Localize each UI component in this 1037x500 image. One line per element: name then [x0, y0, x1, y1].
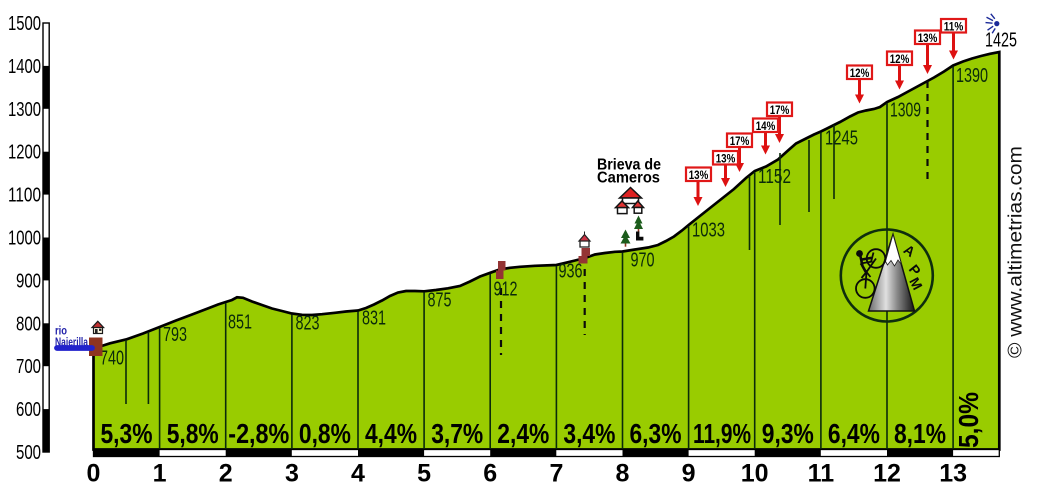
svg-text:5,0%: 5,0%	[953, 392, 984, 448]
svg-text:3: 3	[285, 460, 299, 488]
svg-text:5,8%: 5,8%	[167, 418, 219, 449]
svg-text:600: 600	[16, 399, 41, 421]
svg-text:1100: 1100	[8, 185, 41, 207]
svg-text:17%: 17%	[730, 134, 750, 148]
svg-text:13%: 13%	[716, 151, 736, 165]
svg-text:12%: 12%	[850, 66, 870, 80]
svg-text:912: 912	[494, 279, 518, 301]
svg-text:740: 740	[100, 348, 124, 370]
svg-text:793: 793	[163, 324, 187, 346]
svg-text:13: 13	[939, 460, 967, 488]
svg-text:6: 6	[483, 460, 497, 488]
svg-text:851: 851	[228, 312, 252, 334]
svg-text:1300: 1300	[8, 99, 41, 121]
svg-text:rio: rio	[55, 326, 67, 338]
svg-text:5: 5	[417, 460, 431, 488]
svg-text:8: 8	[616, 460, 630, 488]
svg-text:1033: 1033	[692, 220, 725, 242]
svg-text:-2,8%: -2,8%	[228, 418, 289, 449]
svg-text:17%: 17%	[770, 103, 790, 117]
svg-text:3,4%: 3,4%	[563, 418, 615, 449]
svg-text:823: 823	[296, 313, 320, 335]
svg-text:6,3%: 6,3%	[630, 418, 682, 449]
svg-text:1400: 1400	[8, 56, 41, 78]
svg-text:13%: 13%	[918, 31, 938, 45]
svg-text:1500: 1500	[8, 13, 41, 35]
svg-text:6,4%: 6,4%	[828, 418, 880, 449]
svg-text:936: 936	[559, 261, 583, 283]
svg-text:1200: 1200	[8, 142, 41, 164]
svg-text:1000: 1000	[8, 228, 41, 250]
svg-text:12%: 12%	[890, 52, 910, 66]
svg-text:0: 0	[87, 460, 101, 488]
svg-text:1390: 1390	[956, 65, 988, 87]
svg-text:900: 900	[16, 270, 41, 292]
svg-text:970: 970	[631, 250, 655, 272]
svg-text:12: 12	[873, 460, 901, 488]
svg-text:2: 2	[219, 460, 233, 488]
svg-text:1: 1	[153, 460, 167, 488]
svg-text:11%: 11%	[944, 19, 964, 33]
svg-text:4: 4	[351, 460, 365, 488]
svg-text:4,4%: 4,4%	[365, 418, 417, 449]
svg-text:10: 10	[741, 460, 769, 488]
svg-text:831: 831	[362, 308, 386, 330]
svg-text:9,3%: 9,3%	[762, 418, 814, 449]
svg-text:Cameros: Cameros	[597, 170, 660, 187]
svg-text:14%: 14%	[756, 119, 776, 133]
svg-text:800: 800	[16, 313, 41, 335]
svg-text:700: 700	[16, 356, 41, 378]
svg-text:11: 11	[808, 460, 835, 488]
svg-text:7: 7	[549, 460, 563, 488]
svg-text:Brieva de: Brieva de	[597, 156, 661, 173]
svg-text:1425: 1425	[985, 30, 1017, 52]
svg-text:500: 500	[16, 442, 41, 464]
svg-text:0,8%: 0,8%	[299, 418, 351, 449]
svg-text:1152: 1152	[758, 166, 791, 188]
svg-text:1309: 1309	[890, 100, 921, 122]
svg-text:11,9%: 11,9%	[693, 418, 751, 449]
svg-text:8,1%: 8,1%	[894, 418, 946, 449]
svg-text:2,4%: 2,4%	[497, 418, 549, 449]
svg-text:13%: 13%	[689, 168, 709, 182]
svg-text:3,7%: 3,7%	[431, 418, 483, 449]
svg-text:5,3%: 5,3%	[101, 418, 153, 449]
svg-text:© www.altimetrias.com: © www.altimetrias.com	[1005, 146, 1027, 358]
svg-text:875: 875	[428, 290, 452, 312]
svg-text:9: 9	[682, 460, 696, 488]
svg-text:1245: 1245	[825, 128, 858, 150]
